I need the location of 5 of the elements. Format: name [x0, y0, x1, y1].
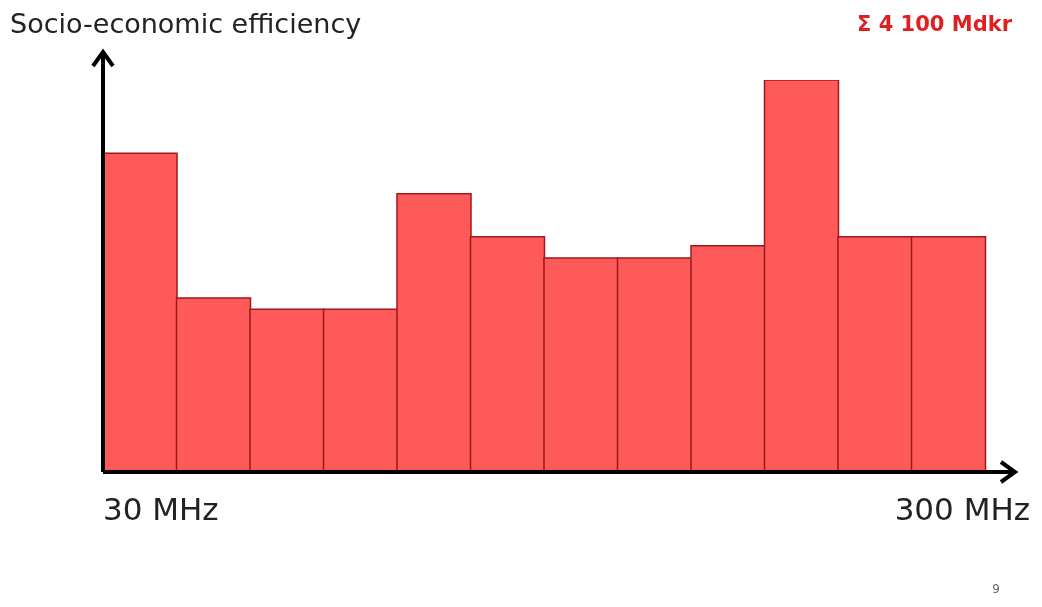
x-tick-label: 30 MHz — [103, 491, 219, 527]
text: Σ 4 100 Mdkr — [857, 12, 1012, 36]
text: 9 — [992, 582, 1000, 596]
y-axis-title: Socio-economic efficiency — [10, 8, 362, 39]
x-tick-label: 300 MHz — [894, 491, 1030, 527]
